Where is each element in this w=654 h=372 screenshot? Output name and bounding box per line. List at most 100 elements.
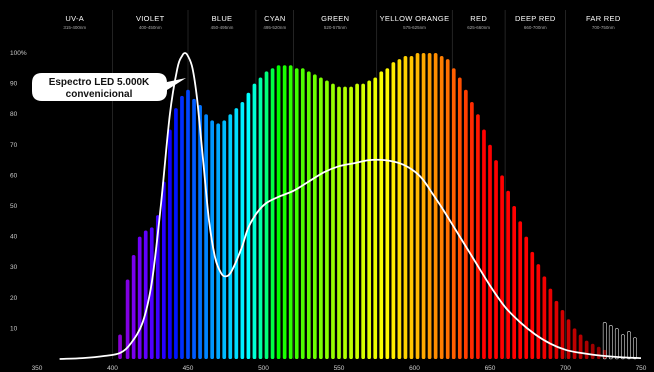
y-tick-label: 50	[10, 203, 18, 210]
spectrum-bar	[506, 190, 510, 359]
far-red-outline-bar	[602, 321, 607, 360]
spectrum-bar	[234, 108, 239, 359]
spectrum-bar	[222, 120, 227, 359]
spectrum-bar	[312, 74, 317, 360]
x-axis: 350 400 450 500 550 600 650 700 750	[32, 365, 647, 372]
y-axis: 10 20 30 40 50 60 70 80 90 100%	[10, 50, 27, 332]
spectrum-bar	[457, 77, 462, 359]
spectrum-bar	[391, 62, 396, 360]
spectrum-bar	[530, 251, 535, 359]
spectrum-bar	[409, 56, 414, 360]
spectrum-bar	[500, 175, 504, 359]
y-tick-label: 70	[10, 142, 18, 149]
y-tick-label: 20	[10, 295, 18, 302]
spectrum-bar	[300, 68, 305, 360]
band-name: FAR RED	[586, 14, 621, 23]
spectrum-bar	[174, 108, 178, 359]
spectrum-bar	[155, 215, 160, 359]
far-red-outline-bar	[614, 328, 619, 360]
x-tick-label: 450	[183, 365, 194, 372]
spectrum-bar	[143, 230, 148, 359]
spectrum-bar	[566, 319, 571, 359]
spectrum-bar	[596, 346, 601, 359]
band-range: 315-400nm	[63, 25, 86, 30]
band-name: UV-A	[65, 14, 84, 23]
spectrum-bar	[433, 53, 438, 359]
led-spectrum-line	[59, 52, 642, 360]
spectrum-bar	[306, 71, 311, 360]
spectrum-bar	[524, 236, 529, 359]
spectrum-bar	[385, 68, 390, 360]
band-name: GREEN	[321, 14, 349, 23]
spectrum-bar	[349, 86, 353, 359]
spectrum-bar	[560, 310, 565, 359]
callout-text-line-2: convenicional	[66, 89, 133, 100]
spectrum-bar	[149, 227, 154, 359]
spectrum-bar	[125, 279, 130, 359]
callout-bubble	[32, 73, 186, 101]
spectrum-bar	[602, 349, 607, 359]
spectrum-bar	[361, 83, 366, 359]
band-range: 520-575nm	[324, 25, 347, 30]
band-range: 625-660nm	[467, 25, 490, 30]
spectrum-bar	[131, 254, 136, 359]
spectrum-bar	[494, 160, 498, 359]
band-name: VIOLET	[136, 14, 165, 23]
spectrum-bar	[584, 340, 589, 359]
spectrum-bar	[180, 95, 184, 359]
spectrum-bar	[276, 65, 281, 360]
spectrum-bar	[355, 83, 359, 359]
y-tick-label: 90	[10, 81, 18, 88]
spectrum-bar	[548, 288, 553, 359]
band-name: RED	[470, 14, 487, 23]
y-tick-label: 60	[10, 172, 18, 179]
x-tick-label: 400	[107, 365, 118, 372]
y-tick-label: 100%	[10, 50, 27, 57]
spectrum-bars	[118, 53, 637, 360]
spectrum-bar	[451, 68, 456, 360]
spectrum-bar	[288, 65, 293, 360]
spectrum-bar	[216, 123, 221, 359]
spectrum-bar	[373, 77, 378, 359]
spectrum-bar	[463, 89, 468, 359]
spectrum-bar	[118, 334, 122, 359]
spectrum-bar	[445, 59, 450, 360]
far-red-outline-bar	[608, 325, 613, 360]
spectrum-bar	[325, 80, 329, 359]
spectrum-bar	[319, 77, 323, 359]
x-tick-label: 350	[32, 365, 43, 372]
spectrum-bar	[578, 334, 583, 359]
spectrum-bar	[518, 221, 523, 359]
spectrum-bar	[204, 114, 208, 359]
band-range: 700-750nm	[592, 25, 615, 30]
x-tick-label: 750	[636, 365, 647, 372]
spectrum-bar	[367, 80, 372, 359]
spectrum-bar	[161, 181, 166, 359]
callout-text-line-1: Espectro LED 5.000K	[49, 77, 150, 88]
far-red-outline-bar	[633, 337, 637, 360]
x-tick-label: 700	[560, 365, 571, 372]
band-range: 660-700nm	[524, 25, 547, 30]
spectrum-bar	[137, 236, 142, 359]
x-tick-label: 650	[485, 365, 496, 372]
spectrum-bar	[482, 129, 486, 359]
far-red-outline-bar	[620, 334, 625, 360]
spectrum-bar	[512, 206, 517, 359]
band-name: YELLOW ORANGE	[380, 14, 450, 23]
spectrum-bar	[264, 71, 269, 360]
spectrum-bar	[590, 343, 595, 359]
band-range: 495-520nm	[263, 25, 286, 30]
led-curve	[59, 52, 642, 360]
band-name: CYAN	[264, 14, 285, 23]
band-headers: UV-A 315-400nm VIOLET 400-450nm BLUE 450-495n…	[63, 10, 621, 359]
y-tick-label: 30	[10, 264, 18, 271]
x-tick-label: 500	[258, 365, 269, 372]
far-red-outline-bar	[627, 331, 631, 360]
spectrum-bar	[337, 86, 341, 359]
spectrum-bar	[488, 144, 492, 359]
spectrum-bar	[270, 68, 275, 360]
spectrum-bar	[294, 68, 299, 360]
band-range: 450-495nm	[211, 25, 234, 30]
spectrum-bar	[536, 264, 541, 359]
